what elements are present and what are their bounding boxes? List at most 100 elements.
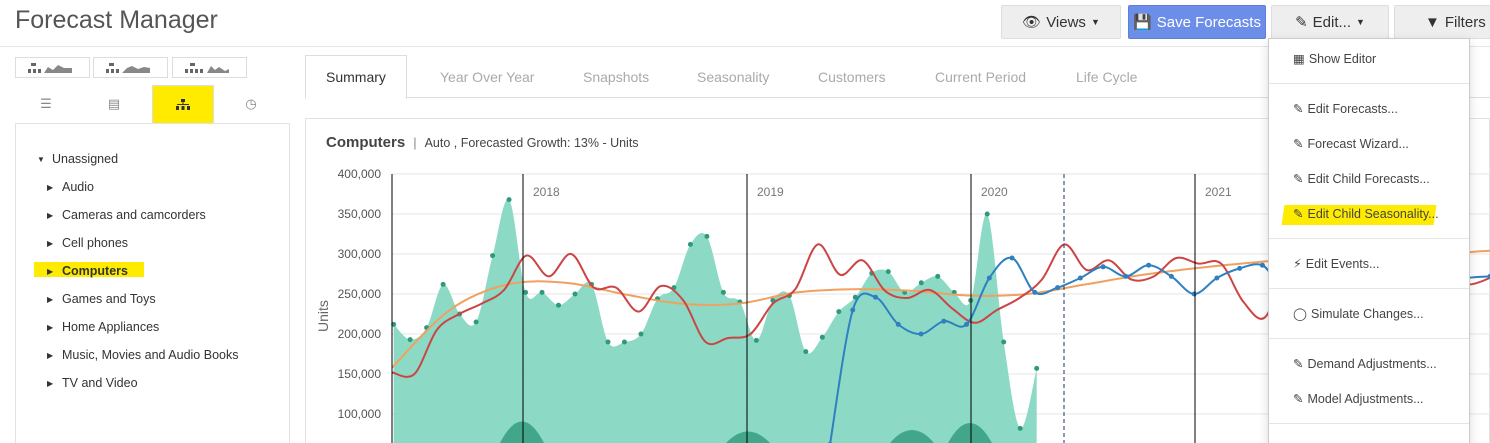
menu-divider — [1269, 238, 1469, 239]
menu-label: Edit Child Forecasts... — [1307, 171, 1430, 186]
tree-item-label: Cell phones — [62, 236, 129, 250]
y-tick-label: 400,000 — [338, 167, 382, 181]
bolt-icon: ⚡ — [1293, 257, 1302, 271]
tree-root-unassigned[interactable]: ▼ Unassigned — [37, 152, 118, 166]
binoculars-icon: 👁 — [1022, 14, 1042, 31]
actuals-point — [753, 337, 759, 343]
forecast-point — [1214, 275, 1220, 281]
view-hierarchy-area2-button[interactable] — [93, 57, 168, 78]
year-label: 2018 — [533, 185, 560, 199]
forecast-point — [941, 318, 947, 324]
tab-summary[interactable]: Summary — [305, 55, 407, 99]
left-tab-row: ☰ ▤ ◷ — [15, 85, 290, 124]
actuals-point — [407, 337, 413, 343]
menu-model-adjustments[interactable]: ✎ Model Adjustments... — [1293, 391, 1424, 407]
actuals-point — [605, 339, 611, 345]
year-label: 2021 — [1205, 185, 1232, 199]
tab-seasonality[interactable]: Seasonality — [697, 55, 769, 98]
hierarchy-chart-icon — [105, 62, 150, 73]
views-button[interactable]: 👁 Views ▼ — [1001, 5, 1121, 39]
tree-item-cell-phones[interactable]: ▶ Cell phones — [47, 236, 128, 250]
tree-item-tv-and-video[interactable]: ▶ TV and Video — [47, 376, 138, 390]
history-view-tab[interactable]: ◷ — [220, 85, 282, 123]
forecast-point — [1100, 264, 1106, 270]
tab-label: Current Period — [935, 68, 1027, 85]
grid-icon: ▦ — [1293, 52, 1305, 66]
actuals-point — [704, 233, 710, 239]
pencil-icon: ✎ — [1293, 357, 1304, 371]
caret-right-icon: ▶ — [47, 266, 54, 276]
menu-edit-child-seasonality[interactable]: ✎ Edit Child Seasonality... — [1293, 206, 1439, 222]
view-hierarchy-area3-button[interactable] — [172, 57, 247, 78]
tab-label: Summary — [326, 69, 386, 85]
year-label: 2020 — [981, 185, 1008, 199]
actuals-point — [836, 309, 842, 315]
tree-item-audio[interactable]: ▶ Audio — [47, 180, 94, 194]
tree-item-home-appliances[interactable]: ▶ Home Appliances — [47, 320, 159, 334]
menu-divider — [1269, 423, 1469, 424]
edit-dropdown-menu: ▦ Show Editor ✎ Edit Forecasts... ✎ Forecas… — [1268, 38, 1470, 443]
y-tick-label: 100,000 — [338, 407, 382, 421]
edit-button[interactable]: ✎ Edit... ▼ — [1271, 5, 1389, 39]
wand-icon: ✎ — [1293, 207, 1304, 221]
tree-item-label: Cameras and camcorders — [62, 208, 206, 222]
actuals-point — [720, 289, 726, 295]
sitemap-icon — [176, 99, 190, 110]
actuals-point — [490, 253, 496, 259]
selection-highlight — [34, 262, 144, 277]
view-hierarchy-area-button[interactable] — [15, 57, 90, 78]
pencil-icon: ✎ — [1295, 14, 1308, 31]
list-icon: ☰ — [40, 96, 52, 111]
tab-year-over-year[interactable]: Year Over Year — [440, 55, 534, 98]
y-tick-label: 200,000 — [338, 327, 382, 341]
menu-edit-events[interactable]: ⚡ Edit Events... — [1293, 256, 1379, 272]
menu-label: Show Editor — [1308, 51, 1377, 66]
tree-item-games-and-toys[interactable]: ▶ Games and Toys — [47, 292, 156, 306]
tree-item-label: Music, Movies and Audio Books — [62, 348, 239, 362]
table-view-tab[interactable]: ▤ — [83, 85, 145, 123]
tree-item-label: Home Appliances — [62, 320, 160, 334]
tree-item-cameras-and-camcorders[interactable]: ▶ Cameras and camcorders — [47, 208, 206, 222]
wand-icon: ✎ — [1293, 172, 1304, 186]
filter-icon: ▼ — [1425, 13, 1440, 31]
tab-customers[interactable]: Customers — [818, 55, 886, 98]
caret-right-icon: ▶ — [47, 350, 54, 360]
tree-root-label: Unassigned — [52, 152, 119, 166]
caret-down-icon: ▼ — [1090, 17, 1100, 27]
chart-header-separator: | — [413, 135, 417, 150]
tab-current-period[interactable]: Current Period — [935, 55, 1026, 98]
menu-divider — [1269, 288, 1469, 289]
tab-label: Seasonality — [697, 68, 770, 85]
menu-edit-forecasts[interactable]: ✎ Edit Forecasts... — [1293, 101, 1398, 117]
tree-item-computers[interactable]: ▶ Computers — [47, 264, 128, 278]
filters-label: Filters — [1444, 13, 1486, 31]
child-series-area — [500, 421, 544, 443]
hierarchy-view-tab[interactable] — [152, 85, 214, 124]
actuals-point — [803, 349, 809, 355]
tab-life-cycle[interactable]: Life Cycle — [1076, 55, 1137, 98]
y-axis-label: Units — [315, 300, 331, 332]
menu-forecast-wizard[interactable]: ✎ Forecast Wizard... — [1293, 136, 1409, 152]
save-label: Save Forecasts — [1156, 13, 1261, 31]
forecast-point — [1487, 273, 1490, 279]
actuals-area — [393, 199, 1037, 443]
menu-show-editor[interactable]: ▦ Show Editor — [1293, 51, 1377, 67]
tab-snapshots[interactable]: Snapshots — [583, 55, 649, 98]
tree-item-music-movies-and-audio-books[interactable]: ▶ Music, Movies and Audio Books — [47, 348, 238, 362]
save-forecasts-button[interactable]: 💾 Save Forecasts — [1128, 5, 1266, 39]
menu-label: Edit Forecasts... — [1307, 101, 1398, 116]
pencil-icon: ✎ — [1293, 102, 1304, 116]
menu-demand-adjustments[interactable]: ✎ Demand Adjustments... — [1293, 356, 1437, 372]
actuals-point — [473, 319, 479, 325]
list-view-tab[interactable]: ☰ — [15, 85, 77, 123]
caret-right-icon: ▶ — [47, 294, 54, 304]
forecast-point — [1055, 285, 1061, 291]
actuals-point — [885, 269, 891, 275]
y-tick-label: 350,000 — [338, 207, 382, 221]
menu-edit-child-forecasts[interactable]: ✎ Edit Child Forecasts... — [1293, 171, 1430, 187]
tab-label: Snapshots — [583, 68, 650, 85]
child-series-area — [890, 430, 934, 443]
menu-simulate-changes[interactable]: ◯ Simulate Changes... — [1293, 306, 1424, 322]
forecast-point — [1077, 275, 1083, 281]
